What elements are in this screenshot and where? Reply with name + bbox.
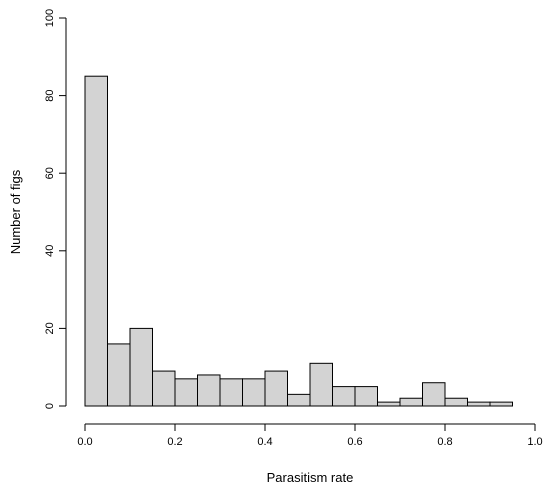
y-axis-title: Number of figs <box>8 169 23 254</box>
histogram-bar <box>107 343 131 407</box>
y-tick-label: 80 <box>44 89 56 101</box>
x-tick-label: 0.6 <box>347 436 362 448</box>
y-axis: 0 20 40 60 80 100 <box>44 9 67 409</box>
x-tick-label: 1.0 <box>527 436 542 448</box>
histogram-bar <box>129 327 153 407</box>
histogram-bar <box>309 362 333 407</box>
x-axis: 0.0 0.2 0.4 0.6 0.8 1.0 <box>77 423 543 448</box>
y-tick-label: 60 <box>44 167 56 179</box>
histogram-bar <box>489 401 513 407</box>
histogram-bar <box>152 370 176 407</box>
bars-group <box>84 75 513 407</box>
histogram-bar <box>174 378 198 407</box>
histogram-bar <box>84 75 108 407</box>
x-tick-label: 0.2 <box>167 436 182 448</box>
histogram-bar <box>444 397 468 407</box>
y-tick-label: 20 <box>44 322 56 334</box>
histogram-bar <box>242 378 266 407</box>
y-tick-label: 40 <box>44 245 56 257</box>
histogram-bar <box>287 393 311 407</box>
histogram-bar <box>219 378 243 407</box>
x-tick-label: 0.8 <box>437 436 452 448</box>
histogram-bar <box>354 386 378 407</box>
histogram-bar <box>422 382 446 407</box>
histogram-bar <box>332 386 356 407</box>
x-axis-title: Parasitism rate <box>267 470 354 485</box>
x-tick-label: 0.4 <box>257 436 272 448</box>
histogram-bar <box>467 401 491 407</box>
histogram-bar <box>264 370 288 407</box>
y-tick-label: 0 <box>44 403 56 409</box>
y-tick-label: 100 <box>44 9 56 27</box>
x-tick-label: 0.0 <box>77 436 92 448</box>
histogram-bar <box>377 401 401 407</box>
histogram-bar <box>399 397 423 407</box>
histogram-bar <box>197 374 221 407</box>
